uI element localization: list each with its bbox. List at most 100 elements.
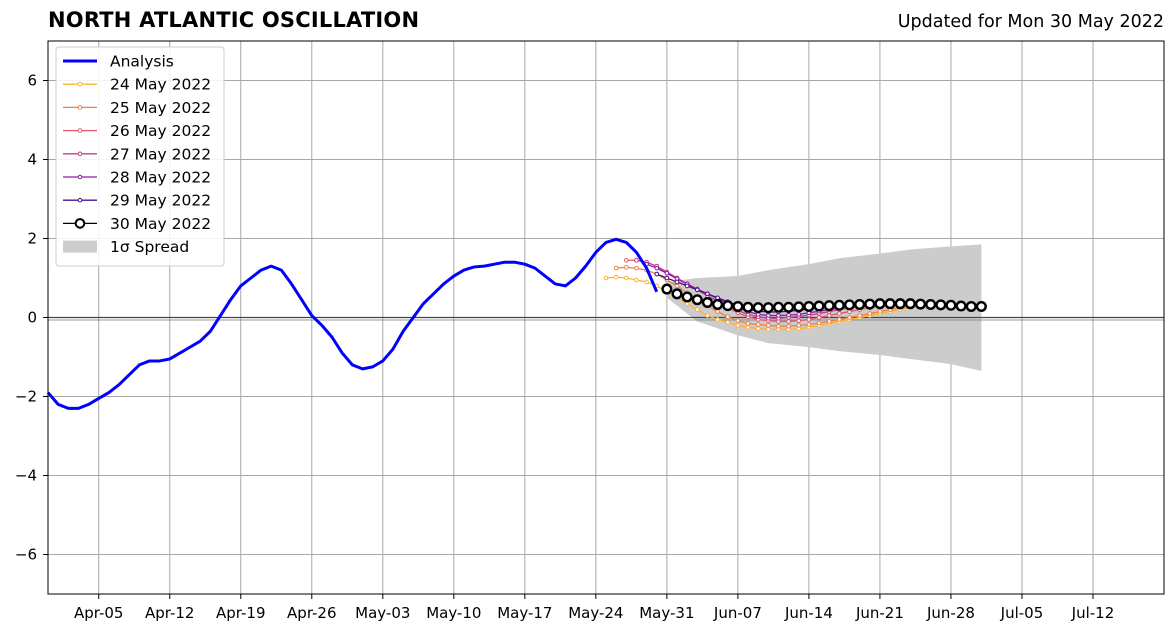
current-forecast-point xyxy=(864,298,876,310)
legend-swatch-marker xyxy=(74,218,86,229)
current-forecast-point xyxy=(854,298,866,310)
x-tick-label: Apr-12 xyxy=(145,604,195,622)
forecast-point xyxy=(735,323,741,328)
plot-frame xyxy=(47,40,1165,595)
forecast-point xyxy=(623,275,629,281)
x-tick-label: May-10 xyxy=(426,604,481,622)
current-forecast-point xyxy=(742,301,754,313)
y-tick-label: −4 xyxy=(15,467,37,485)
forecast-point xyxy=(786,319,791,324)
x-tick-label: May-03 xyxy=(355,604,410,622)
current-forecast-point xyxy=(772,301,784,313)
forecast-point xyxy=(816,315,822,320)
forecast-point xyxy=(715,317,720,322)
current-forecast-point xyxy=(681,291,693,303)
forecast-point xyxy=(837,311,842,316)
zero-line-layer xyxy=(48,316,1164,321)
forecast-point xyxy=(705,313,710,318)
current-forecast-point xyxy=(955,300,967,312)
forecast-point xyxy=(715,309,720,314)
forecast-point xyxy=(826,319,832,324)
forecast-point xyxy=(634,265,639,271)
forecast-point xyxy=(816,320,822,326)
current-forecast-point xyxy=(823,300,835,312)
current-forecast-point xyxy=(975,300,987,312)
forecast-point xyxy=(806,317,812,322)
x-tick-label: Jun-14 xyxy=(784,604,833,622)
legend-swatch-marker xyxy=(77,81,83,87)
forecast-point xyxy=(796,312,802,317)
legend-swatch-patch xyxy=(63,240,97,253)
legend: Analysis 24 May 2022 25 May 2022 26 May 202… xyxy=(55,46,225,267)
current-forecast-point xyxy=(691,294,703,306)
current-forecast-point xyxy=(671,288,683,300)
forecast-point xyxy=(796,318,802,323)
forecast-point xyxy=(786,312,791,318)
legend-label: 28 May 2022 xyxy=(110,169,211,187)
forecast-point xyxy=(623,265,629,270)
series-layer xyxy=(46,237,987,410)
y-tick-label: 0 xyxy=(27,309,37,327)
forecast-point xyxy=(674,279,680,285)
x-tick-label: Jul-05 xyxy=(1000,604,1044,622)
forecast-point xyxy=(664,270,670,276)
y-tick-label: 4 xyxy=(27,151,37,169)
forecast-point xyxy=(766,327,771,332)
forecast-point xyxy=(674,283,680,289)
x-tick-label: Apr-05 xyxy=(74,604,124,622)
forecast-point xyxy=(755,326,761,331)
x-tick-label: May-31 xyxy=(639,604,694,622)
current-forecast-point xyxy=(712,298,724,310)
y-tick-label: −2 xyxy=(15,388,37,406)
forecast-point xyxy=(634,277,639,283)
forecast-point xyxy=(634,257,639,263)
forecast-point xyxy=(857,313,862,318)
forecast-point xyxy=(745,321,751,326)
legend-label: 27 May 2022 xyxy=(110,145,211,163)
forecast-point xyxy=(755,322,761,327)
current-forecast-point xyxy=(915,298,927,310)
forecast-point xyxy=(684,283,690,289)
forecast-point xyxy=(725,319,731,325)
legend-label: 24 May 2022 xyxy=(110,76,211,94)
x-tick-label: Jun-21 xyxy=(855,604,904,622)
current-forecast-point xyxy=(874,298,886,310)
legend-swatch-marker xyxy=(77,174,83,180)
forecast-point xyxy=(796,323,802,328)
forecast-point xyxy=(847,315,852,320)
axis-layer: Apr-05 Apr-12 Apr-19 Apr-26 May-03 May-10 May-… xyxy=(15,40,1165,622)
legend-label: 25 May 2022 xyxy=(110,99,211,117)
legend-label: 29 May 2022 xyxy=(110,192,211,210)
current-forecast-point xyxy=(925,298,937,310)
legend-label: Analysis xyxy=(110,53,174,71)
analysis-line xyxy=(46,237,659,410)
x-tick-label: May-17 xyxy=(497,604,552,622)
legend-label: 30 May 2022 xyxy=(110,215,211,233)
forecast-point xyxy=(867,311,873,316)
forecast-point xyxy=(877,309,883,314)
forecast-point xyxy=(826,313,832,318)
forecast-point xyxy=(654,265,660,271)
current-forecast-point xyxy=(843,299,855,311)
forecast-point xyxy=(613,265,619,271)
forecast-point xyxy=(664,275,670,281)
legend-label: 26 May 2022 xyxy=(110,122,211,140)
forecast-point xyxy=(613,274,619,280)
y-tick-label: 6 xyxy=(27,72,37,90)
chart-subtitle: Updated for Mon 30 May 2022 xyxy=(897,12,1164,32)
current-forecast-point xyxy=(793,301,805,313)
y-tick-label: −6 xyxy=(15,546,37,564)
current-forecast-point xyxy=(783,301,795,313)
legend-box xyxy=(55,46,225,267)
current-forecast-point xyxy=(732,300,744,312)
current-forecast-point xyxy=(752,302,764,314)
forecast-point xyxy=(776,323,781,329)
x-tick-label: May-24 xyxy=(568,604,623,622)
forecast-point xyxy=(695,307,700,312)
legend-swatch-marker xyxy=(77,105,83,110)
legend-label: 1σ Spread xyxy=(110,238,189,256)
forecast-point xyxy=(603,275,609,281)
x-tick-label: Jun-07 xyxy=(713,604,762,622)
forecast-point xyxy=(725,314,731,320)
current-forecast-point xyxy=(833,299,845,311)
